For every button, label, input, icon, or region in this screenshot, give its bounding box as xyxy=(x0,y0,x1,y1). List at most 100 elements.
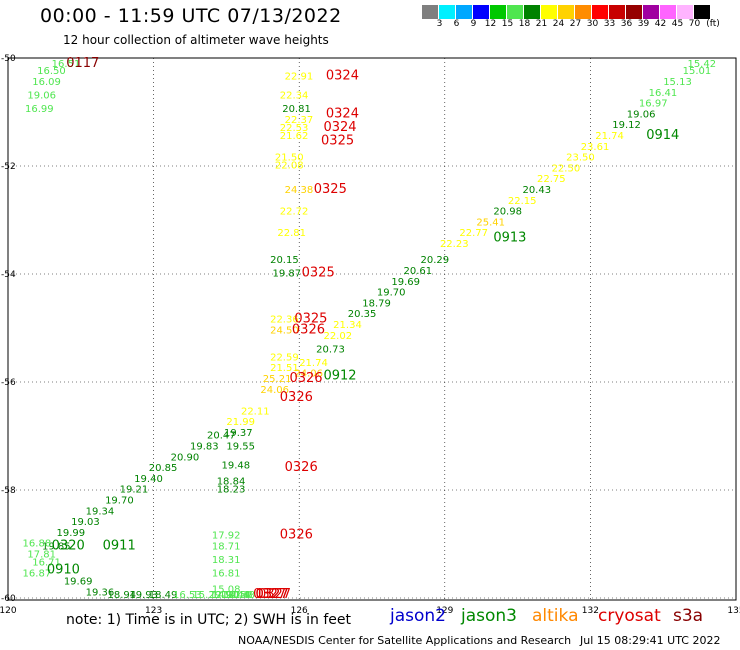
swh-value-label: 18.94 xyxy=(107,590,136,601)
swh-value-label: 15.42 xyxy=(687,59,716,70)
swh-value-label: 20.35 xyxy=(348,309,377,320)
swh-value-label: 21.62 xyxy=(280,131,309,142)
y-tick-label: -52 xyxy=(1,162,16,172)
swh-value-label: 25.21 xyxy=(263,374,292,385)
colorbar-label: 12 xyxy=(484,19,497,29)
swh-value-label: 24.38 xyxy=(285,185,314,196)
colorbar-label: (ft) xyxy=(706,19,720,29)
swh-value-label: 20.98 xyxy=(493,207,522,218)
swh-value-label: 18.23 xyxy=(217,485,246,496)
swh-value-label: 16.81 xyxy=(212,568,241,579)
swh-value-label: 20.90 xyxy=(171,452,200,463)
x-tick-label: 120 xyxy=(0,606,17,616)
swh-value-label: 16.09 xyxy=(32,77,61,88)
swh-value-label: 12.91 xyxy=(209,590,238,601)
pass-time-label: 0914 xyxy=(646,128,679,143)
pass-time-label: 0324 xyxy=(323,120,356,135)
swh-value-label: 16.99 xyxy=(25,104,54,115)
legend-item-altika: altika xyxy=(532,606,579,626)
swh-value-label: 16.41 xyxy=(649,88,678,99)
note-text: note: 1) Time is in UTC; 2) SWH is in fe… xyxy=(66,612,352,628)
colorbar-label: 45 xyxy=(671,19,684,29)
chart-subtitle: 12 hour collection of altimeter wave hei… xyxy=(63,33,329,47)
legend-item-jason3: jason3 xyxy=(461,606,517,626)
swh-value-label: 19.83 xyxy=(190,442,219,453)
footer-timestamp: Jul 15 08:29:41 UTC 2022 xyxy=(580,634,721,647)
x-tick-label: 129 xyxy=(436,606,453,616)
swh-value-label: 14.77 xyxy=(212,590,241,601)
swh-value-label: 19.36 xyxy=(86,587,115,598)
swh-value-label: 19.70 xyxy=(105,496,134,507)
swh-value-label: 22.91 xyxy=(285,72,314,83)
colorbar-swatch xyxy=(541,5,558,19)
pass-time-label: 0326 xyxy=(280,528,313,543)
pass-time-label: 0327 xyxy=(256,587,289,602)
swh-value-label: 19.12 xyxy=(612,120,641,131)
swh-value-label: 25.41 xyxy=(476,217,505,228)
pass-time-label: 0324 xyxy=(326,69,359,84)
pass-time-label: 0325 xyxy=(302,266,335,281)
colorbar-swatch xyxy=(677,5,694,19)
swh-value-label: 22.15 xyxy=(508,196,537,207)
pass-time-label: 0326 xyxy=(285,460,318,475)
swh-value-label: 22.50 xyxy=(552,163,581,174)
colorbar-swatch xyxy=(694,5,711,19)
colorbar-label: 9 xyxy=(470,19,477,29)
swh-value-label: 22.11 xyxy=(241,406,270,417)
swh-value-label: 23.61 xyxy=(581,142,610,153)
pass-time-label: 0327 xyxy=(256,587,289,602)
swh-value-label: 20.73 xyxy=(316,344,345,355)
swh-value-label: 18.49 xyxy=(149,590,178,601)
swh-value-label: 22.36 xyxy=(270,315,299,326)
swh-value-label: 19.69 xyxy=(64,577,93,588)
swh-value-label: 16.50 xyxy=(37,66,66,77)
colorbar-swatch xyxy=(575,5,592,19)
swh-value-label: 12.44 xyxy=(222,590,251,601)
swh-value-label: 22.77 xyxy=(459,228,488,239)
y-tick-label: -54 xyxy=(1,270,16,280)
pass-time-label: 0325 xyxy=(314,182,347,197)
swh-value-label: 23.50 xyxy=(566,153,595,164)
swh-value-label: 21.50 xyxy=(275,153,304,164)
swh-value-label: 19.06 xyxy=(27,91,56,102)
swh-value-label: 19.99 xyxy=(57,528,86,539)
swh-value-label: 19.55 xyxy=(226,442,255,453)
swh-value-label: 24.06 xyxy=(260,385,289,396)
pass-time-label: 0325 xyxy=(294,312,327,327)
colorbar-label: 33 xyxy=(603,19,616,29)
colorbar-swatch xyxy=(507,5,524,19)
swh-value-label: 20.43 xyxy=(522,185,551,196)
swh-value-label: 19.21 xyxy=(120,485,149,496)
swh-value-label: 16.97 xyxy=(639,99,668,110)
x-tick-label: 126 xyxy=(291,606,308,616)
swh-value-label: 10.48 xyxy=(226,590,255,601)
swh-value-label: 24.06 xyxy=(294,369,323,380)
pass-time-label: 0326 xyxy=(289,371,322,386)
colorbar-swatch xyxy=(558,5,575,19)
swh-value-label: 21.99 xyxy=(226,417,255,428)
swh-value-label: 22.81 xyxy=(277,228,306,239)
pass-time-label: 0325 xyxy=(321,133,354,148)
swh-value-label: 24.50 xyxy=(270,325,299,336)
swh-value-label: 18.84 xyxy=(217,477,246,488)
x-tick-label: 135 xyxy=(727,606,740,616)
swh-value-label: 13.48 xyxy=(222,590,251,601)
pass-time-label: 0326 xyxy=(280,390,313,405)
swh-value-label: 16.71 xyxy=(32,558,61,569)
pass-time-label: 0913 xyxy=(493,231,526,246)
swh-value-label: 14.41 xyxy=(212,590,241,601)
swh-value-label: 22.37 xyxy=(285,115,314,126)
swh-value-label: 17.81 xyxy=(27,550,56,561)
swh-value-label: 20.61 xyxy=(404,266,433,277)
colorbar-swatch xyxy=(524,5,541,19)
colorbar-label: 18 xyxy=(518,19,531,29)
pass-time-label: 0320 xyxy=(52,538,85,553)
swh-value-label: 19.48 xyxy=(222,460,251,471)
pass-time-label: 0910 xyxy=(47,563,80,578)
pass-time-label: 0911 xyxy=(103,538,136,553)
colorbar-swatch xyxy=(439,5,456,19)
swh-value-label: 22.72 xyxy=(280,207,309,218)
swh-value-label: 22.02 xyxy=(323,331,352,342)
swh-value-label: 16.51 xyxy=(52,59,81,70)
